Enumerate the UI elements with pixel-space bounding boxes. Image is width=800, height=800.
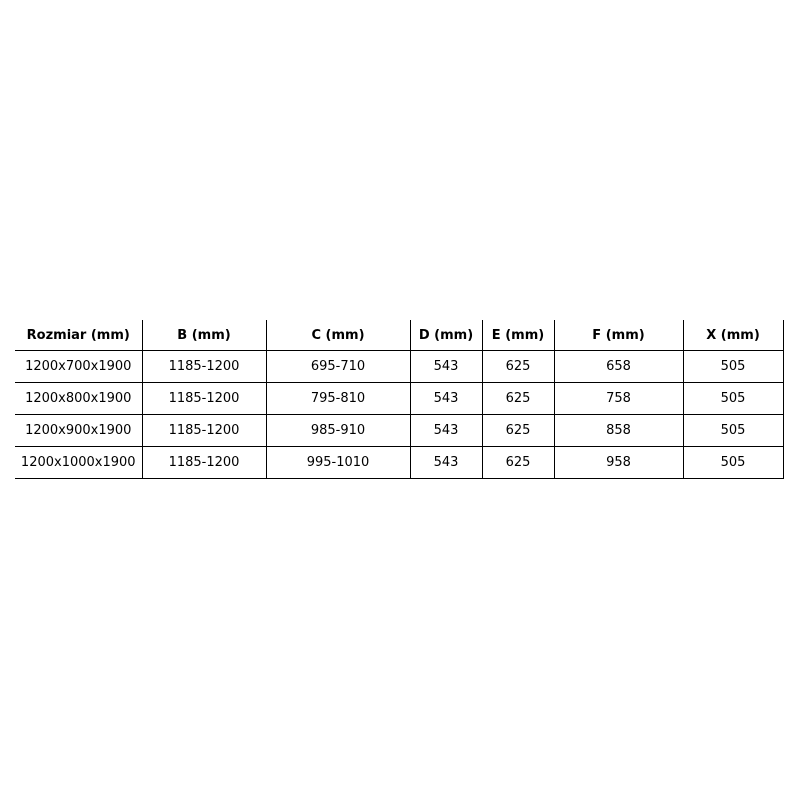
table-cell: 958 [554, 446, 684, 479]
table-cell: 1185-1200 [142, 446, 267, 479]
table-cell: 625 [482, 414, 555, 447]
table-cell: 543 [410, 382, 483, 415]
table-cell: 1200x1000x1900 [15, 446, 143, 479]
table-cell: 695-710 [266, 350, 411, 383]
table-cell: 1200x800x1900 [15, 382, 143, 415]
header-rozmiar: Rozmiar (mm) [15, 320, 143, 351]
table-cell: 658 [554, 350, 684, 383]
header-c: C (mm) [266, 320, 411, 351]
header-b: B (mm) [142, 320, 267, 351]
table-cell: 505 [683, 350, 784, 383]
dimensions-table: Rozmiar (mm) B (mm) C (mm) D (mm) E (mm)… [15, 320, 784, 479]
table-cell: 795-810 [266, 382, 411, 415]
table-cell: 1185-1200 [142, 382, 267, 415]
table-cell: 985-910 [266, 414, 411, 447]
table-cell: 543 [410, 446, 483, 479]
table-cell: 1200x900x1900 [15, 414, 143, 447]
header-row: Rozmiar (mm) B (mm) C (mm) D (mm) E (mm)… [15, 320, 784, 351]
header-f: F (mm) [554, 320, 684, 351]
table-cell: 858 [554, 414, 684, 447]
table-cell: 625 [482, 350, 555, 383]
table-cell: 505 [683, 446, 784, 479]
table-cell: 543 [410, 414, 483, 447]
table-cell: 625 [482, 382, 555, 415]
table-cell: 758 [554, 382, 684, 415]
table-row: 1200x800x1900 1185-1200 795-810 543 625 758 50… [15, 382, 784, 415]
table-cell: 505 [683, 414, 784, 447]
table-cell: 1200x700x1900 [15, 350, 143, 383]
table-cell: 505 [683, 382, 784, 415]
header-e: E (mm) [482, 320, 555, 351]
table-row: 1200x900x1900 1185-1200 985-910 543 625 858 50… [15, 414, 784, 447]
header-d: D (mm) [410, 320, 483, 351]
header-x: X (mm) [683, 320, 784, 351]
table-cell: 625 [482, 446, 555, 479]
table-cell: 1185-1200 [142, 350, 267, 383]
table-cell: 995-1010 [266, 446, 411, 479]
table-cell: 1185-1200 [142, 414, 267, 447]
table-row: 1200x1000x1900 1185-1200 995-1010 543 625 958… [15, 446, 784, 479]
table-row: 1200x700x1900 1185-1200 695-710 543 625 658 50… [15, 350, 784, 383]
table-cell: 543 [410, 350, 483, 383]
